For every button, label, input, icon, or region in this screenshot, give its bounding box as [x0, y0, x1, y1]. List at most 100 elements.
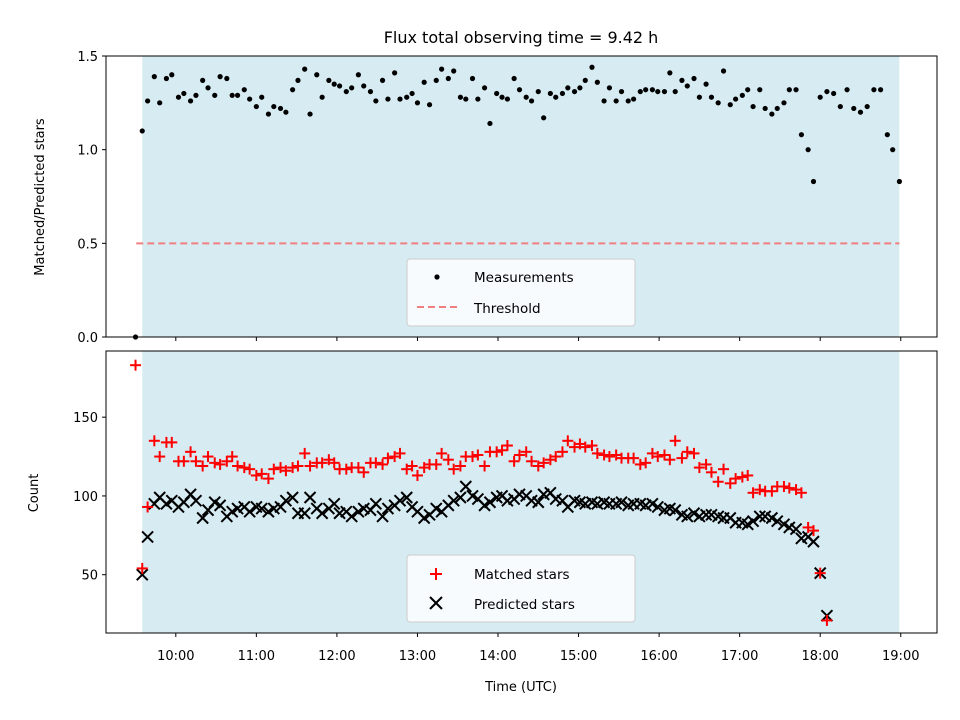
measurement-point: [762, 105, 768, 112]
measurement-point: [302, 66, 308, 72]
matched-star-point: [562, 435, 574, 447]
measurement-point: [757, 87, 763, 93]
measurement-point: [864, 103, 870, 110]
measurement-point: [715, 100, 721, 106]
predicted-star-point: [454, 491, 467, 504]
predicted-star-point: [255, 502, 268, 515]
measurement-point: [326, 77, 332, 83]
matched-star-point: [166, 436, 178, 448]
measurement-point: [336, 83, 343, 89]
matched-star-point: [436, 447, 448, 459]
matched-star-point: [526, 455, 538, 467]
measurement-point: [672, 88, 678, 95]
matched-star-point: [520, 446, 532, 458]
matched-star-point: [244, 463, 256, 475]
predicted-star-point: [447, 494, 460, 507]
matched-star-point: [586, 440, 598, 452]
predicted-star-point: [243, 505, 256, 518]
top-x-ticks: [175, 337, 902, 341]
measurement-point: [739, 92, 745, 98]
matched-star-point: [747, 487, 759, 499]
measurement-point: [606, 85, 613, 91]
measurement-point: [844, 87, 850, 93]
matched-star-point: [693, 462, 705, 474]
predicted-star-point: [196, 511, 209, 525]
measurement-point: [469, 75, 476, 82]
measurement-point: [547, 90, 553, 97]
matched-star-point: [736, 471, 748, 483]
matched-star-point: [185, 446, 197, 458]
measurement-point: [314, 72, 320, 78]
y-tick-label: 1.5: [77, 50, 98, 65]
matched-star-point: [658, 449, 670, 461]
bottom-x-ticks: 10:00 11:00 12:00 13:00 14:00 15:00 16:00 17:00…: [157, 633, 919, 664]
measurement-point: [193, 92, 199, 98]
x-tick-label: 17:00: [721, 649, 758, 664]
measurement-point: [463, 96, 469, 102]
matched-star-point: [579, 441, 591, 453]
predicted-star-point: [746, 514, 760, 528]
predicted-star-point: [753, 510, 766, 523]
measurement-point: [169, 72, 175, 78]
matched-star-point: [513, 449, 525, 461]
measurement-point: [187, 98, 194, 104]
y-tick-label: 1.0: [77, 144, 98, 159]
measurement-point: [421, 79, 427, 85]
y-tick-label: 50: [81, 569, 98, 584]
matched-star-point: [232, 460, 244, 472]
matched-star-point: [448, 463, 460, 475]
matched-star-point: [640, 457, 652, 469]
measurement-point: [265, 111, 272, 117]
measurement-point: [831, 90, 837, 97]
matched-star-point: [154, 451, 166, 463]
measurement-point: [577, 85, 583, 91]
measurement-point: [696, 94, 702, 100]
measurement-point: [594, 79, 600, 85]
matched-star-point: [712, 476, 724, 488]
measurement-point: [499, 94, 505, 100]
measurement-point: [655, 88, 661, 95]
measurement-point: [445, 75, 451, 82]
y-tick-label: 0.5: [77, 237, 98, 252]
measurement-point: [397, 96, 403, 102]
measurement-point: [541, 115, 547, 121]
measurement-point: [613, 98, 619, 104]
matched-star-point: [430, 458, 442, 470]
matched-star-point: [591, 447, 603, 459]
measurement-point: [511, 75, 517, 82]
measurement-point: [871, 87, 877, 93]
matched-star-point: [700, 458, 712, 470]
matched-star-point: [370, 457, 382, 469]
measurement-point: [433, 77, 439, 83]
predicted-star-point: [681, 510, 694, 523]
matched-star-point: [766, 485, 778, 497]
matched-star-point: [598, 449, 610, 461]
matched-star-point: [652, 451, 664, 463]
matched-star-point: [442, 454, 454, 466]
measurement-point: [810, 178, 817, 185]
measurement-point: [307, 111, 313, 117]
matched-star-point: [454, 460, 466, 472]
matched-star-point: [501, 440, 513, 452]
measurement-point: [857, 109, 864, 115]
legend-predicted-label: Predicted stars: [474, 597, 575, 613]
matched-star-point: [783, 482, 795, 494]
measurement-point: [247, 96, 253, 102]
x-tick-label: 16:00: [640, 649, 677, 664]
measurement-point: [630, 96, 637, 102]
measurement-point: [661, 88, 668, 95]
predicted-star-point: [459, 480, 472, 493]
matched-star-point: [472, 449, 484, 461]
measurement-point: [851, 105, 857, 112]
predicted-star-point: [376, 510, 389, 523]
matched-star-point: [299, 447, 311, 459]
measurement-point: [385, 96, 391, 102]
measurement-point: [343, 88, 349, 95]
predicted-star-point: [771, 514, 784, 528]
measurement-point: [798, 132, 805, 138]
matched-star-point: [136, 562, 148, 574]
measurement-point: [175, 94, 182, 100]
matched-star-point: [316, 457, 328, 469]
predicted-star-point: [279, 494, 293, 507]
measurement-point: [896, 178, 903, 185]
